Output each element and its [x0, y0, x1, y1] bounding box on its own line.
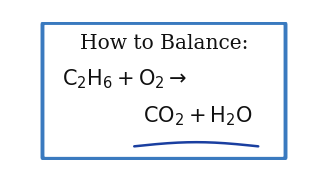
Text: $\mathdefault{C_2H_6 + O_2 \rightarrow}$: $\mathdefault{C_2H_6 + O_2 \rightarrow}$ [62, 67, 188, 91]
Text: How to Balance:: How to Balance: [80, 34, 248, 53]
Text: $\mathdefault{CO_2 + H_2O}$: $\mathdefault{CO_2 + H_2O}$ [143, 104, 253, 128]
FancyBboxPatch shape [43, 23, 285, 159]
